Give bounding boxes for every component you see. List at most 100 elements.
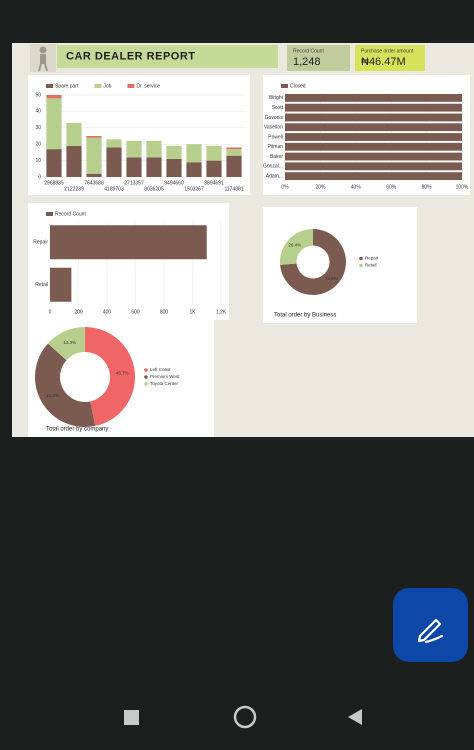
report-title: CAR DEALER REPORT (66, 50, 196, 62)
x-tick-label: 2122239 (64, 186, 84, 192)
x-tick-label: 2713357 (124, 180, 144, 186)
kpi-label: Record Count (293, 48, 324, 54)
kpi-card (355, 45, 425, 71)
x-tick-label: 60% (386, 184, 397, 190)
legend-label: Dr. service (136, 83, 160, 89)
chart-panel (28, 203, 229, 320)
x-tick-label: 1.2K (216, 309, 227, 315)
bar-segment (226, 149, 242, 156)
y-tick-label: Powell (268, 134, 283, 140)
bar-segment (206, 160, 222, 177)
bar-segment (166, 158, 182, 177)
bar (285, 123, 462, 132)
slice-label: 13.3% (63, 340, 76, 345)
bar-segment (86, 137, 102, 174)
kpi-value: 1,248 (293, 56, 321, 68)
legend-label: Premium West (150, 374, 180, 379)
legend-label: Left Coast (150, 367, 171, 372)
x-tick-label: 0 (49, 309, 52, 315)
legend-swatch (359, 256, 363, 261)
nav-recents[interactable] (124, 710, 139, 725)
bar-segment (166, 145, 182, 159)
x-tick-label: 20% (315, 184, 326, 190)
chart-title: Total order by Business (274, 313, 336, 319)
x-tick-label: 3894691 (204, 180, 224, 186)
bar-segment (46, 98, 62, 150)
bar-segment (126, 157, 142, 177)
nav-home[interactable] (233, 705, 257, 729)
x-tick-label: 8036205 (144, 186, 164, 192)
legend-swatch (46, 212, 53, 216)
bar-segment (46, 95, 62, 99)
pie-slice (35, 343, 96, 427)
legend-swatch (144, 368, 148, 372)
legend-swatch (144, 375, 148, 379)
y-tick-label: 40 (35, 109, 41, 115)
y-tick-label: 10 (35, 158, 41, 164)
x-tick-label: 0% (281, 184, 289, 190)
bar-segment (66, 145, 82, 177)
bar (285, 162, 462, 171)
bar-segment (46, 149, 62, 177)
x-tick-label: 40% (351, 184, 362, 190)
bar-segment (226, 147, 242, 150)
bar (285, 133, 462, 141)
legend-swatch (359, 263, 363, 268)
y-tick-label: Pitman (267, 144, 283, 150)
bar-segment (86, 173, 102, 177)
legend-swatch (144, 382, 148, 386)
y-tick-label: 30 (35, 125, 41, 131)
y-tick-label: Scott (272, 105, 284, 111)
y-tick-label: Vaselton (264, 125, 283, 131)
bar-segment (186, 144, 202, 163)
bar-segment (86, 136, 102, 138)
bar (50, 267, 72, 302)
slice-label: 26.4% (288, 242, 301, 247)
y-tick-label: Wright (269, 95, 284, 101)
legend-label: Repair (365, 256, 379, 261)
slice-label: 73.6% (325, 276, 338, 281)
bar-segment (206, 145, 222, 161)
legend-swatch (127, 84, 135, 88)
kpi-label: Purchase order amount (361, 48, 414, 54)
pie-slice (280, 229, 346, 295)
x-tick-label: 4189703 (104, 186, 124, 192)
bar-segment (146, 157, 162, 177)
y-tick-label: Baker (270, 154, 283, 160)
legend-swatch (281, 84, 288, 88)
legend-label: Toyota Center (150, 381, 179, 386)
x-tick-label: 9494660 (164, 180, 184, 186)
pie-slice (47, 327, 85, 361)
x-tick-label: 1K (189, 309, 196, 315)
legend-label: Retail (365, 263, 377, 268)
bar-segment (106, 139, 122, 148)
x-tick-label: 800 (160, 309, 169, 315)
legend-label: Record Count (55, 211, 86, 217)
y-tick-label: 20 (35, 142, 41, 148)
y-tick-label: Gonzal... (263, 164, 283, 170)
y-tick-label: Govonis (265, 115, 284, 121)
y-tick-label: Retail (35, 282, 48, 288)
nav-back[interactable] (348, 709, 362, 725)
title-bar (57, 45, 278, 68)
chart-title: Total order by company (46, 427, 108, 433)
bar-segment (146, 140, 162, 158)
bar-segment (66, 122, 82, 146)
bar-segment (186, 162, 202, 177)
y-tick-label: Repair (33, 240, 48, 246)
x-tick-label: 100% (456, 184, 469, 190)
bar-segment (226, 155, 242, 177)
bar (285, 93, 462, 102)
y-tick-label: 50 (35, 92, 41, 98)
edit-button[interactable] (393, 588, 468, 662)
bar-segment (106, 147, 122, 177)
x-tick-label: 2968835 (44, 180, 64, 186)
x-tick-label: 1174881 (224, 186, 243, 192)
x-tick-label: 7643688 (84, 180, 104, 186)
bar (50, 225, 207, 260)
pie-slice (280, 229, 313, 265)
bar (285, 152, 462, 161)
legend-label: Spare part (55, 83, 79, 89)
